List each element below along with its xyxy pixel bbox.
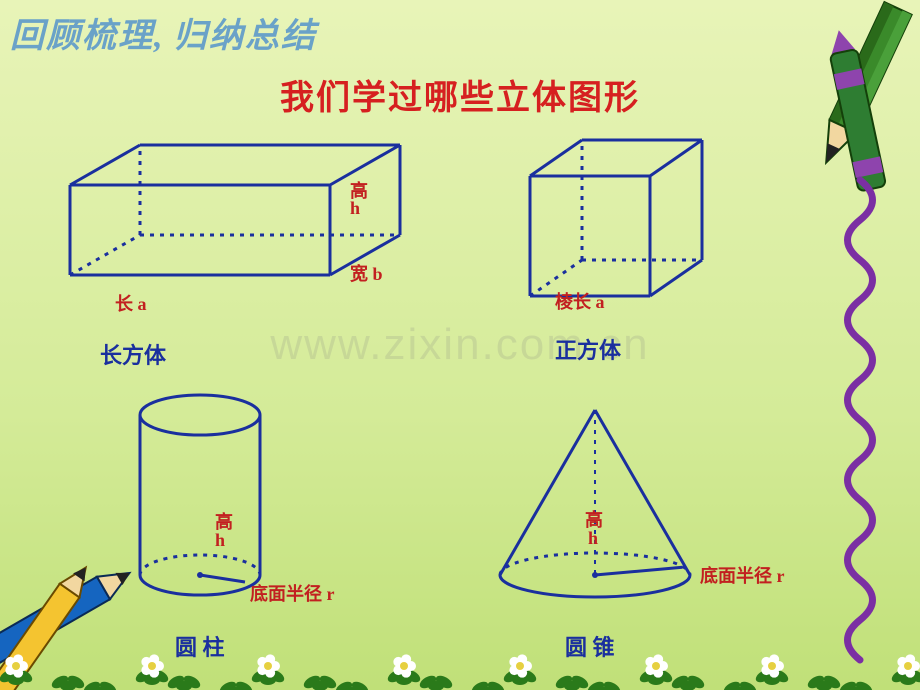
squiggle-decor [830, 180, 890, 660]
cone-radius-label: 底面半径 r [700, 562, 785, 588]
cone-height-label-2: h [588, 528, 598, 549]
flowers-decor-bottom [0, 620, 920, 690]
